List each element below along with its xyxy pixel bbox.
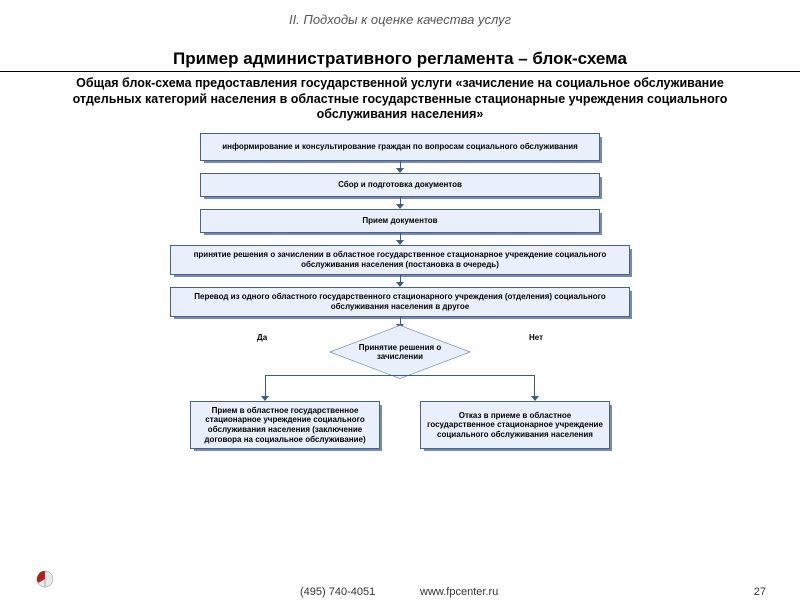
footer-phone: (495) 740-4051 — [300, 586, 375, 598]
footer-site: www.fpcenter.ru — [420, 586, 498, 598]
branch-row: Прием в областное государственное стацио… — [170, 401, 630, 449]
connector — [120, 275, 680, 287]
flow-node-n2: Сбор и подготовка документов — [200, 173, 600, 197]
flowchart-container: информирование и консультирование гражда… — [120, 133, 680, 449]
logo-icon — [36, 570, 54, 588]
connector — [120, 197, 680, 209]
flow-node-n3: Прием документов — [200, 209, 600, 233]
flow-node-n1: информирование и консультирование гражда… — [200, 133, 600, 161]
flow-node-b1: Прием в областное государственное стацио… — [190, 401, 380, 449]
page-header: II. Подходы к оценке качества услуг — [0, 0, 800, 27]
footer-page-number: 27 — [754, 586, 766, 598]
flow-node-b2: Отказ в приеме в областное государственн… — [420, 401, 610, 449]
page-title: Пример административного регламента – бл… — [0, 49, 800, 72]
flow-decision: Принятие решения о зачисленииДаНет — [325, 329, 475, 375]
connector — [120, 161, 680, 173]
connector — [120, 233, 680, 245]
page-subtitle: Общая блок-схема предоставления государс… — [0, 72, 800, 129]
flow-node-n4: принятие решения о зачислении в областно… — [170, 245, 630, 275]
branch-label-no: Нет — [529, 333, 543, 342]
branch-label-yes: Да — [257, 333, 267, 342]
connector-split — [170, 375, 630, 401]
flow-node-n5: Перевод из одного областного государстве… — [170, 287, 630, 317]
